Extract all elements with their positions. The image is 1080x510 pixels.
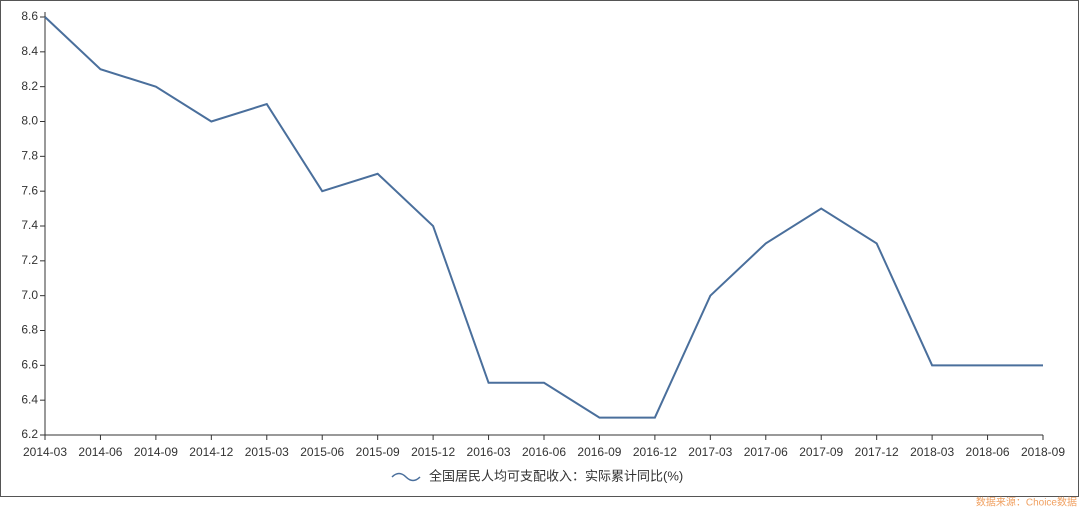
x-tick-label: 2017-06 [744,445,788,459]
y-tick-label: 6.4 [21,392,38,406]
source-note: 数据来源：Choice数据 [976,496,1077,509]
legend-label: 全国居民人均可支配收入：实际累计同比(%) [429,468,683,483]
x-tick-label: 2018-09 [1021,445,1065,459]
legend-icon [391,472,421,482]
x-tick-label: 2016-12 [633,445,677,459]
x-tick-label: 2016-03 [467,445,511,459]
y-tick-label: 6.2 [21,427,38,441]
line-series [44,16,1043,419]
x-tick-label: 2017-12 [855,445,899,459]
frame [0,0,1079,497]
y-tick-label: 7.2 [21,253,38,267]
x-tick-label: 2016-09 [577,445,621,459]
y-tick-label: 8.2 [21,79,38,93]
x-tick-label: 2016-06 [522,445,566,459]
y-tick-label: 7.0 [21,288,38,302]
x-tick-label: 2014-06 [78,445,122,459]
x-tick-label: 2015-09 [356,445,400,459]
y-tick-label: 8.0 [21,114,38,128]
x-tick-label: 2014-12 [189,445,233,459]
y-tick-label: 7.8 [21,149,38,163]
y-tick-label: 6.6 [21,358,38,372]
y-tick-label: 6.8 [21,323,38,337]
x-tick-label: 2015-03 [245,445,289,459]
x-tick-label: 2018-06 [966,445,1010,459]
y-tick-label: 8.4 [21,44,38,58]
x-tick-label: 2018-03 [910,445,954,459]
y-tick-label: 7.4 [21,218,38,232]
y-tick-label: 7.6 [21,183,38,197]
x-tick-label: 2014-09 [134,445,178,459]
x-tick-label: 2014-03 [23,445,67,459]
x-tick-label: 2017-09 [799,445,843,459]
x-tick-label: 2015-12 [411,445,455,459]
x-tick-label: 2017-03 [688,445,732,459]
y-tick-label: 8.6 [21,9,38,23]
x-tick-label: 2015-06 [300,445,344,459]
